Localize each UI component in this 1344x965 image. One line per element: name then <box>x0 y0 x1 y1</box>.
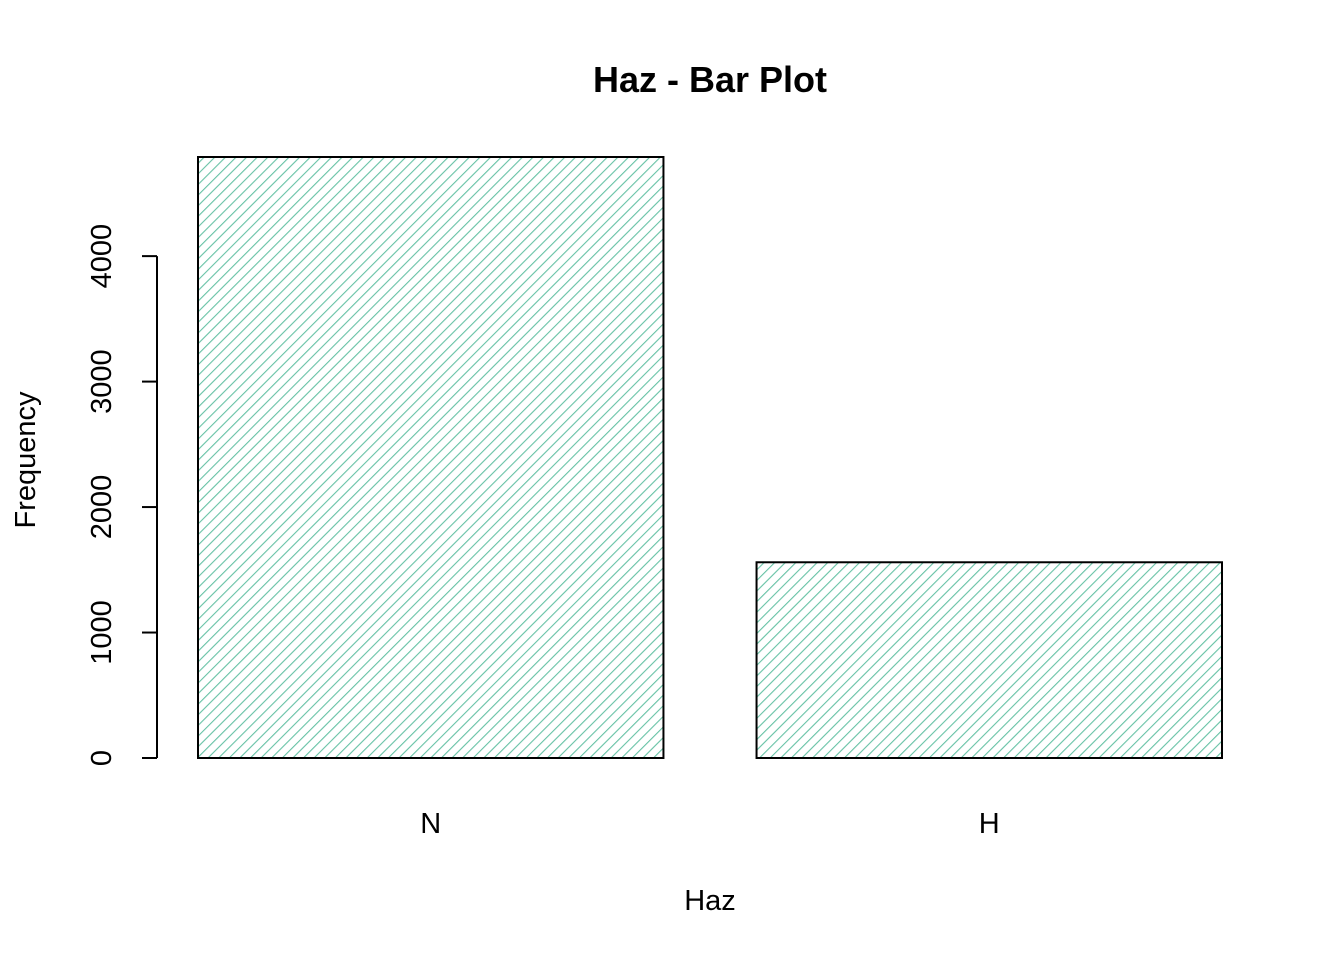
y-tick-label-2000: 2000 <box>86 475 118 540</box>
x-axis-label: Haz <box>684 885 736 917</box>
bar-n <box>197 156 665 759</box>
chart-title: Haz - Bar Plot <box>593 59 827 100</box>
bar-h <box>755 561 1224 759</box>
x-tick-label-h: H <box>979 808 1000 840</box>
y-tick-label-4000: 4000 <box>86 224 118 289</box>
y-tick-label-0: 0 <box>86 750 118 766</box>
y-tick-label-1000: 1000 <box>86 600 118 665</box>
x-tick-label-n: N <box>420 808 441 840</box>
bar-group <box>197 156 1224 759</box>
y-tick-label-3000: 3000 <box>86 349 118 414</box>
y-axis-label: Frequency <box>10 391 42 529</box>
y-axis: 0 1000 2000 3000 4000 <box>86 224 158 766</box>
